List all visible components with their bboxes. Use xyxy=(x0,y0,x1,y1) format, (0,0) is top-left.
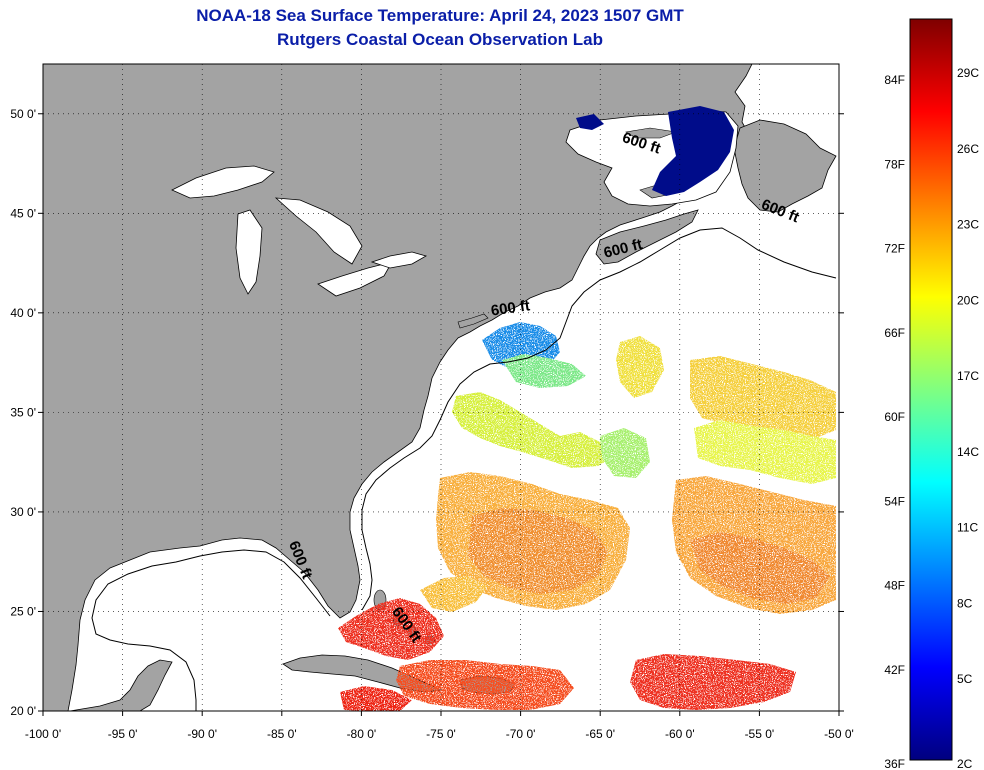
colorbar-fahrenheit-label: 60F xyxy=(884,410,905,424)
colorbar-celsius-label: 29C xyxy=(957,66,979,80)
isobath-600ft-atlantic xyxy=(361,227,837,611)
colorbar-fahrenheit-label: 42F xyxy=(884,663,905,677)
lon-tick-label: -65 0' xyxy=(585,727,615,741)
sst-cold-gulf-st-lawrence xyxy=(652,106,734,196)
isobath-600ft-gulf xyxy=(91,549,331,711)
colorbar-celsius-label: 23C xyxy=(957,218,979,232)
colorbar-fahrenheit-label: 48F xyxy=(884,579,905,593)
map-subtitle: Rutgers Coastal Ocean Observation Lab xyxy=(277,30,603,49)
colorbar-fahrenheit-label: 66F xyxy=(884,326,905,340)
colorbar-celsius-label: 5C xyxy=(957,672,973,686)
colorbar-labels: 84F 78F 72F 66F 60F 54F 48F 42F 36F 29C 26C 23C 20C 1… xyxy=(884,66,979,770)
lat-tick-label: 35 0' xyxy=(10,405,36,419)
colorbar-fahrenheit-label: 84F xyxy=(884,73,905,87)
lat-tick-label: 50 0' xyxy=(10,107,36,121)
colorbar-fahrenheit-label: 54F xyxy=(884,494,905,508)
lat-tick-label: 30 0' xyxy=(10,505,36,519)
lon-tick-label: -50 0' xyxy=(824,727,854,741)
colorbar-celsius-label: 26C xyxy=(957,142,979,156)
lon-tick-label: -100 0' xyxy=(25,727,61,741)
sst-cold-cabot xyxy=(576,114,604,130)
lon-tick-label: -85 0' xyxy=(267,727,297,741)
lon-tick-label: -95 0' xyxy=(108,727,138,741)
lat-tick-label: 20 0' xyxy=(10,704,36,718)
nova-scotia-land xyxy=(595,209,699,265)
colorbar-ramp xyxy=(909,18,953,761)
lon-tick-label: -75 0' xyxy=(426,727,456,741)
lon-tick-label: -70 0' xyxy=(506,727,536,741)
colorbar-celsius-label: 2C xyxy=(957,757,973,770)
colorbar-celsius-label: 8C xyxy=(957,596,973,610)
colorbar-fahrenheit-label: 36F xyxy=(884,757,905,770)
lat-tick-label: 40 0' xyxy=(10,306,36,320)
great-lakes xyxy=(171,165,428,297)
colorbar-celsius-label: 11C xyxy=(957,521,978,535)
colorbar-fahrenheit-label: 72F xyxy=(884,242,905,256)
map-title: NOAA-18 Sea Surface Temperature: April 2… xyxy=(196,6,684,25)
colorbar-celsius-label: 20C xyxy=(957,293,979,307)
lat-tick-label: 25 0' xyxy=(10,604,36,618)
north-america-land xyxy=(43,64,753,711)
lon-tick-label: -55 0' xyxy=(745,727,775,741)
map-axes: -100 0' -95 0' -90 0' -85 0' -80 0' -75 0' -70… xyxy=(10,107,853,741)
colorbar-celsius-label: 17C xyxy=(957,369,979,383)
lon-tick-label: -80 0' xyxy=(347,727,377,741)
lon-tick-label: -90 0' xyxy=(187,727,217,741)
lon-tick-label: -60 0' xyxy=(665,727,695,741)
isobath-label: 600 ft xyxy=(490,297,531,319)
long-island-land xyxy=(457,313,489,329)
colorbar-fahrenheit-label: 78F xyxy=(884,157,905,171)
colorbar-celsius-label: 14C xyxy=(957,445,979,459)
anticosti-land xyxy=(625,127,678,139)
lat-tick-label: 45 0' xyxy=(10,206,36,220)
yucatan-land xyxy=(43,659,173,711)
sst-field xyxy=(338,322,836,711)
